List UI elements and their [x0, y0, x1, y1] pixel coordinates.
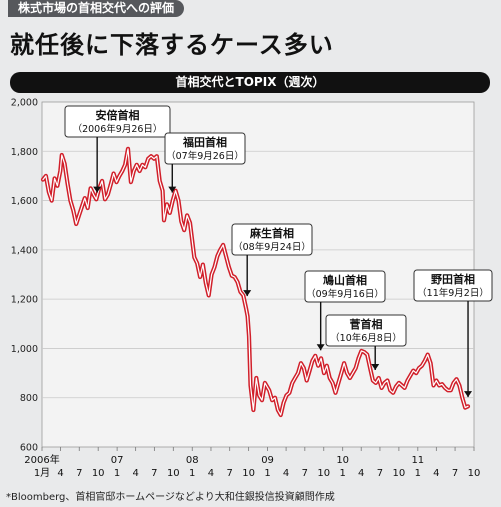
- x-tick-label: 7: [227, 468, 233, 479]
- annotation-name: 安倍首相: [96, 108, 140, 122]
- chart-title: 首相交代とTOPIX（週次）: [175, 75, 325, 89]
- x-tick-label: 7: [452, 468, 458, 479]
- x-tick-label: 7: [151, 468, 157, 479]
- annotation-arrow-head: [93, 186, 102, 193]
- x-tick-label: 4: [283, 468, 289, 479]
- annotation-name: 麻生首相: [249, 226, 294, 240]
- x-tick-label: 1: [264, 468, 270, 479]
- annotation-box: [304, 270, 386, 303]
- y-tick-label: 1,400: [11, 245, 38, 256]
- annotation-name: 鳩山首相: [323, 273, 367, 287]
- x-tick-label: 7: [76, 468, 82, 479]
- annotation-name: 福田首相: [182, 135, 227, 149]
- x-tick-label: 4: [433, 468, 439, 479]
- y-tick-label: 2,000: [11, 98, 38, 109]
- chart-title-bar: 首相交代とTOPIX（週次）: [10, 72, 490, 93]
- x-tick-label: 10: [317, 468, 330, 479]
- x-tick-label: 4: [208, 468, 214, 479]
- annotation-date: （07年9月26日）: [166, 150, 244, 162]
- y-tick-label: 1,200: [11, 295, 38, 306]
- y-tick-label: 1,600: [11, 196, 38, 207]
- annotation-arrow-head: [316, 344, 325, 351]
- source-note: *Bloomberg、首相官邸ホームページなどより大和住銀投信投資顧問作成: [6, 492, 335, 503]
- year-label: 08: [186, 455, 199, 466]
- x-tick-label: 4: [57, 468, 63, 479]
- x-tick-label: 10: [242, 468, 255, 479]
- headline: 就任後に下落するケース多い: [10, 30, 334, 59]
- annotation-date: （11年9月2日）: [417, 287, 489, 299]
- x-tick-label: 10: [92, 468, 105, 479]
- x-tick-label: 7: [377, 468, 383, 479]
- y-tick-label: 1,800: [11, 147, 38, 158]
- x-tick-label: 10: [393, 468, 406, 479]
- annotation-box: [64, 105, 171, 138]
- annotation-date: （08年9月24日）: [233, 241, 311, 253]
- annotation-name: 野田首相: [431, 272, 475, 286]
- x-tick-label: 10: [468, 468, 481, 479]
- annotation-date: （2006年9月26日）: [73, 123, 163, 135]
- x-tick-label: 1: [189, 468, 195, 479]
- x-tick-label: 7: [302, 468, 308, 479]
- annotation-arrow-head: [168, 186, 177, 193]
- y-tick-label: 1,000: [11, 344, 38, 355]
- x-tick-label: 1月: [34, 467, 50, 479]
- y-tick-label: 800: [20, 393, 38, 404]
- annotation-name: 菅首相: [350, 317, 383, 331]
- annotation-date: （10年6月8日）: [330, 332, 402, 344]
- year-label: 2006年: [24, 453, 59, 466]
- annotation-arrow-head: [464, 391, 473, 398]
- year-label: 11: [411, 455, 424, 466]
- x-tick-label: 1: [114, 468, 120, 479]
- x-tick-label: 1: [415, 468, 421, 479]
- kicker-label: 株式市場の首相交代への評価: [8, 0, 185, 17]
- x-tick-label: 4: [132, 468, 138, 479]
- annotation-box: [325, 314, 407, 347]
- annotation-box: [231, 223, 313, 256]
- annotation-arrow-head: [371, 364, 380, 370]
- x-tick-label: 1: [340, 468, 346, 479]
- annotation-date: （09年9月16日）: [306, 288, 384, 300]
- annotation-box: [164, 132, 246, 165]
- x-tick-label: 4: [358, 468, 364, 479]
- annotation-arrow-head: [243, 290, 252, 297]
- x-tick-label: 10: [167, 468, 180, 479]
- annotation-box: [413, 269, 493, 302]
- top-bar: 株式市場の首相交代への評価: [0, 0, 501, 17]
- year-label: 10: [336, 455, 349, 466]
- year-label: 07: [111, 455, 124, 466]
- y-tick-label: 600: [20, 443, 38, 454]
- year-label: 09: [261, 455, 274, 466]
- series-line-inner: [42, 148, 469, 416]
